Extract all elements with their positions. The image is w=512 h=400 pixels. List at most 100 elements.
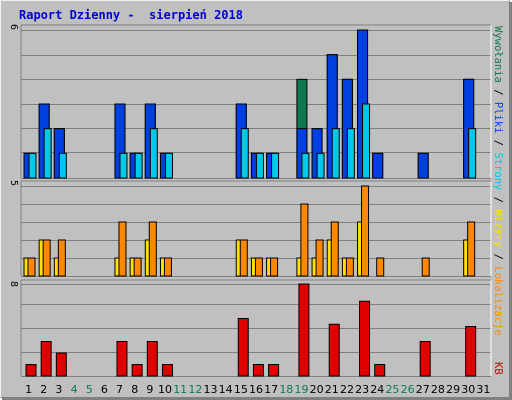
legend-kb: KB: [492, 362, 504, 375]
bar-kb-day-19: [298, 283, 310, 377]
legend-separator: /: [492, 190, 504, 209]
bar-wizyty-day-21: [330, 221, 339, 277]
legend-pliki: Pliki: [492, 102, 504, 134]
x-tick-label: 19: [294, 383, 308, 396]
bar-strony-day-17: [271, 152, 280, 179]
bar-kb-day-7: [116, 341, 128, 377]
side-legend-main: Wywołania / Pliki / Strony / Wizyty / Lo…: [492, 26, 504, 336]
bar-strony-day-22: [346, 128, 355, 179]
x-tick-label: 27: [416, 383, 430, 396]
legend-separator: /: [492, 247, 504, 266]
legend-wywolania: Wywołania: [492, 26, 504, 83]
x-tick-label: 15: [234, 383, 248, 396]
x-tick-label: 4: [71, 383, 78, 396]
bar-kb-day-17: [268, 364, 280, 377]
bar-wizyty-day-20: [315, 239, 324, 277]
x-tick-label: 10: [158, 383, 172, 396]
bar-strony-day-7: [119, 152, 128, 179]
bar-wizyty-day-9: [148, 221, 157, 277]
bar-wizyty-day-19: [300, 203, 309, 277]
bar-kb-day-23: [359, 300, 371, 377]
bar-kb-day-9: [146, 341, 158, 377]
x-tick-label: 24: [370, 383, 384, 396]
x-tick-label: 9: [146, 383, 153, 396]
x-tick-label: 17: [264, 383, 278, 396]
bar-pliki-day-27: [417, 152, 429, 179]
bar-kb-day-3: [55, 352, 67, 377]
bar-kb-day-1: [25, 364, 37, 377]
bar-strony-day-23: [362, 103, 371, 179]
bar-wizyty-day-23: [361, 185, 370, 277]
bar-strony-day-8: [134, 152, 143, 179]
x-tick-label: 1: [25, 383, 32, 396]
bar-kb-day-30: [465, 326, 477, 377]
bar-kb-day-24: [374, 364, 386, 377]
x-tick-label: 23: [355, 383, 369, 396]
legend-strony: Strony: [492, 152, 504, 190]
y-max-label: 5: [8, 180, 19, 186]
x-tick-label: 5: [86, 383, 93, 396]
bar-kb-day-8: [131, 364, 143, 377]
report-title: Raport Dzienny - sierpień 2018: [19, 8, 243, 22]
bar-wizyty-day-3: [57, 239, 66, 277]
x-tick-label: 6: [101, 383, 108, 396]
x-tick-label: 3: [55, 383, 62, 396]
side-legend-kb: KB: [492, 362, 504, 375]
x-tick-label: 7: [116, 383, 123, 396]
bar-wizyty-day-7: [118, 221, 127, 277]
bar-kb-day-16: [252, 364, 264, 377]
bar-wizyty-day-8: [133, 257, 142, 277]
bar-strony-day-19: [301, 152, 310, 179]
x-tick-label: 22: [340, 383, 354, 396]
x-tick-label: 20: [310, 383, 324, 396]
x-tick-label: 25: [385, 383, 399, 396]
bar-strony-day-1: [28, 152, 37, 179]
legend-lokalizacje: Lokalizacje: [492, 266, 504, 336]
bar-strony-day-16: [255, 152, 264, 179]
x-tick-label: 11: [173, 383, 187, 396]
x-tick-label: 2: [40, 383, 47, 396]
bar-strony-day-30: [468, 128, 477, 179]
bar-wizyty-day-24: [376, 257, 385, 277]
bar-strony-day-2: [43, 128, 52, 179]
x-tick-label: 8: [131, 383, 138, 396]
bar-wizyty-day-15: [239, 239, 248, 277]
bar-strony-day-20: [316, 152, 325, 179]
bar-wizyty-day-1: [27, 257, 36, 277]
bar-strony-day-3: [58, 152, 67, 179]
bar-wizyty-day-30: [467, 221, 476, 277]
bar-wizyty-day-22: [345, 257, 354, 277]
bar-strony-day-21: [331, 128, 340, 179]
bar-strony-day-9: [149, 128, 158, 179]
x-tick-label: 26: [401, 383, 415, 396]
bar-strony-day-15: [240, 128, 249, 179]
bar-wizyty-day-16: [254, 257, 263, 277]
bar-strony-day-10: [164, 152, 173, 179]
bar-wizyty-day-27: [421, 257, 430, 277]
bar-wizyty-day-17: [270, 257, 279, 277]
bar-kb-day-27: [419, 341, 431, 377]
y-max-label: 6: [8, 24, 19, 30]
bar-kb-day-15: [237, 318, 249, 377]
x-tick-label: 30: [461, 383, 475, 396]
x-tick-label: 13: [204, 383, 218, 396]
x-tick-label: 18: [279, 383, 293, 396]
x-tick-label: 12: [188, 383, 202, 396]
x-tick-label: 31: [476, 383, 490, 396]
bar-kb-day-10: [161, 364, 173, 377]
x-tick-label: 29: [446, 383, 460, 396]
bar-wizyty-day-10: [163, 257, 172, 277]
bar-pliki-day-24: [372, 152, 384, 179]
x-tick-label: 14: [219, 383, 233, 396]
bar-wizyty-day-2: [42, 239, 51, 277]
bar-kb-day-2: [40, 341, 52, 377]
legend-wizyty: Wizyty: [492, 209, 504, 247]
x-tick-label: 21: [325, 383, 339, 396]
legend-separator: /: [492, 83, 504, 102]
x-tick-label: 16: [249, 383, 263, 396]
bar-kb-day-21: [328, 323, 340, 377]
y-max-label: 8: [8, 281, 19, 287]
x-tick-label: 28: [431, 383, 445, 396]
legend-separator: /: [492, 133, 504, 152]
